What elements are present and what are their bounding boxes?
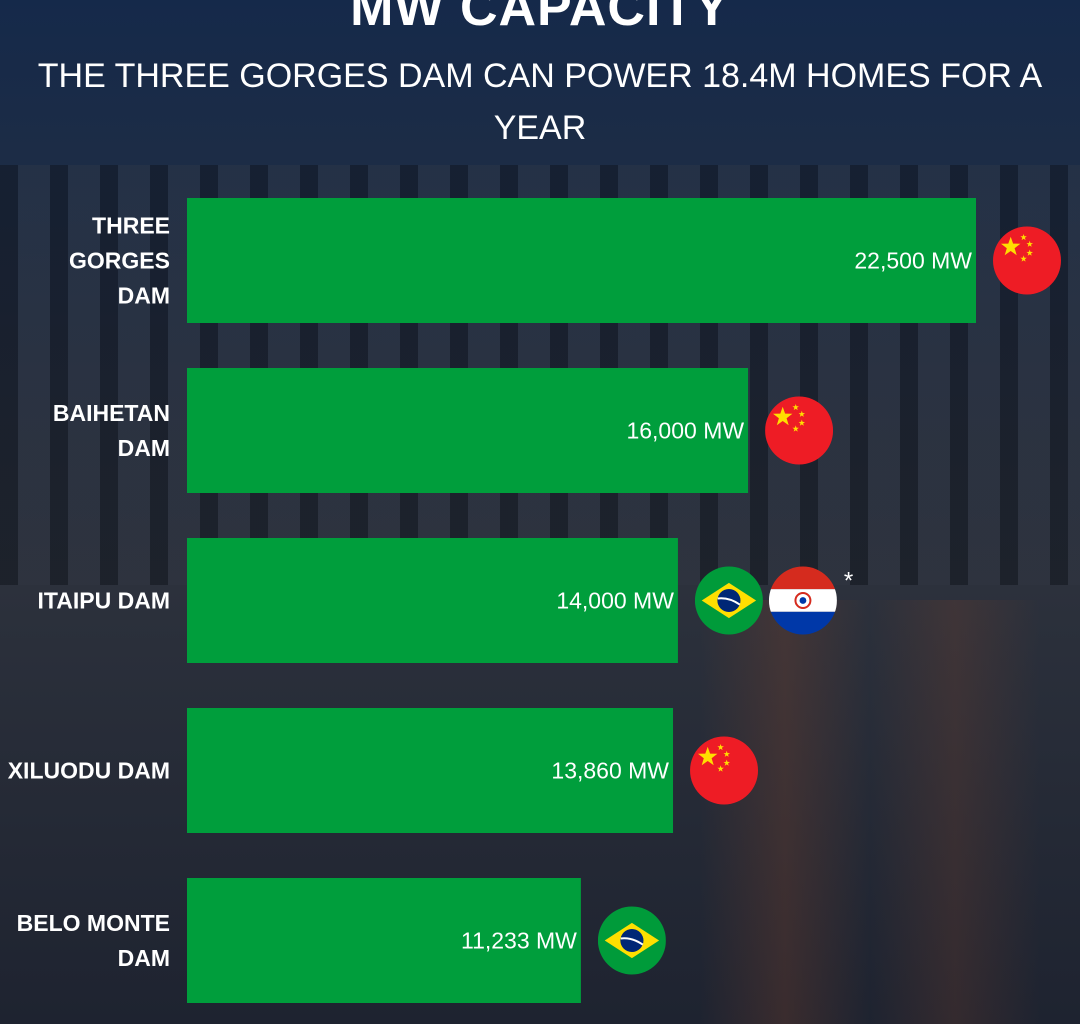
brazil-flag-icon <box>597 906 666 975</box>
value-label: 22,500 MW <box>854 248 972 274</box>
category-label: DAM <box>118 435 170 461</box>
category-label: BAIHETAN <box>53 400 170 426</box>
paraguay-flag-icon <box>768 566 837 635</box>
chart-title: MW CAPACITY <box>350 0 730 37</box>
bar <box>187 878 581 1003</box>
category-label: GORGES <box>69 248 170 274</box>
china-flag-icon <box>993 226 1061 295</box>
category-label: DAM <box>118 945 170 971</box>
category-label: ITAIPU DAM <box>38 588 170 614</box>
value-label: 11,233 MW <box>461 928 577 954</box>
china-flag-icon <box>765 396 834 465</box>
chart-subtitle: THE THREE GORGES DAM CAN POWER 18.4M HOM… <box>37 57 1043 147</box>
value-label: 14,000 MW <box>556 588 674 614</box>
background-glow <box>700 600 1040 1024</box>
value-label: 16,000 MW <box>626 418 744 444</box>
bar <box>187 368 749 493</box>
bar <box>187 538 678 663</box>
value-label: 13,860 MW <box>551 758 669 784</box>
category-label: DAM <box>118 283 170 309</box>
bar <box>187 198 976 323</box>
bar <box>187 708 674 833</box>
brazil-flag-icon <box>694 566 763 635</box>
footnote-marker: * <box>844 568 853 595</box>
china-flag-icon <box>690 736 759 805</box>
category-label: BELO MONTE <box>17 910 170 936</box>
category-label: XILUODU DAM <box>8 758 170 784</box>
category-label: THREE <box>92 213 170 239</box>
